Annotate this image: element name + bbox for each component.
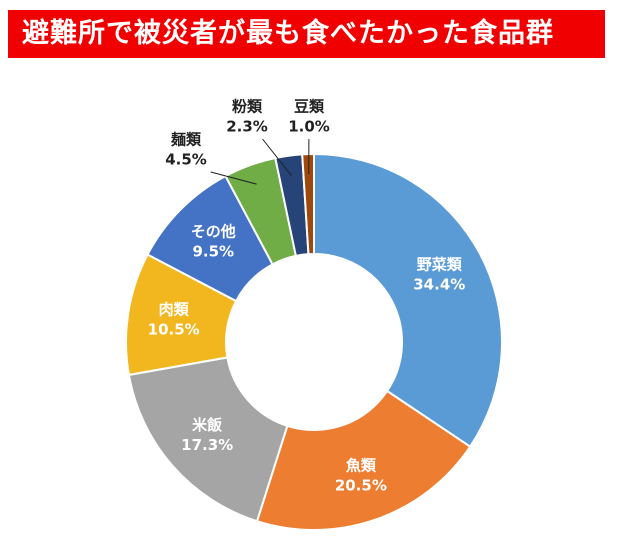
- value-label: 9.5%: [192, 242, 234, 260]
- chart-title: 避難所で被災者が最も食べたかった食品群: [8, 10, 605, 58]
- slice-label: 魚類: [346, 457, 377, 475]
- value-label: 10.5%: [148, 321, 200, 339]
- donut-slice: [313, 152, 503, 449]
- slice-label: 米飯: [192, 416, 222, 434]
- slice-label: 麺類: [170, 131, 202, 149]
- leader-line: [210, 171, 257, 185]
- slice-label: 豆類: [294, 98, 325, 116]
- slice-label: その他: [191, 222, 236, 240]
- value-label: 17.3%: [181, 436, 233, 454]
- value-label: 20.5%: [335, 477, 387, 495]
- donut-slice: [301, 152, 315, 256]
- slice-label: 野菜類: [417, 256, 463, 274]
- slice-label: 肉類: [159, 301, 190, 319]
- donut-slice: [127, 356, 289, 523]
- value-label: 4.5%: [165, 151, 207, 169]
- value-label: 2.3%: [226, 118, 268, 136]
- donut-slice: [255, 389, 472, 531]
- value-label: 34.4%: [413, 276, 465, 294]
- leader-line: [262, 138, 292, 176]
- value-label: 1.0%: [288, 118, 330, 136]
- slice-label: 粉類: [232, 98, 263, 116]
